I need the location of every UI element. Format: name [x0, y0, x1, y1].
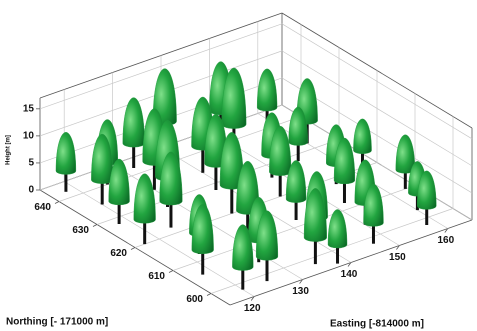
z-tick-label: 0 [28, 185, 34, 196]
z-tick-label: 10 [23, 131, 35, 142]
x-tick-label: 160 [437, 235, 454, 246]
tick-mark [55, 202, 59, 204]
y-tick-label: 610 [148, 271, 165, 282]
z-tick-label: 5 [28, 158, 34, 169]
tree-crown [353, 119, 371, 154]
tree-crown [123, 98, 145, 148]
y-tick-label: 620 [110, 248, 127, 259]
z-axis-label: Height [m] [6, 135, 12, 165]
x-tick-label: 120 [244, 303, 261, 314]
x-tick-label: 140 [341, 269, 358, 280]
y-tick-label: 630 [72, 225, 89, 236]
tick-mark [131, 248, 135, 250]
x-axis-label: Easting [-814000 m] [330, 319, 424, 330]
x-tick-label: 150 [389, 252, 406, 263]
chart: Height [m] Northing [- 171000 m] Easting… [0, 0, 477, 331]
y-tick-label: 600 [186, 294, 203, 305]
tree-crown [56, 132, 76, 174]
tick-mark [93, 225, 97, 227]
z-tick-label: 15 [23, 103, 35, 114]
y-axis-label: Northing [- 171000 m] [6, 317, 108, 328]
y-tick-label: 640 [34, 202, 51, 213]
tree-crown [257, 69, 277, 111]
x-tick-label: 130 [292, 286, 309, 297]
tree-crown [134, 174, 156, 224]
tick-mark [169, 271, 173, 273]
tick-mark [207, 294, 211, 296]
